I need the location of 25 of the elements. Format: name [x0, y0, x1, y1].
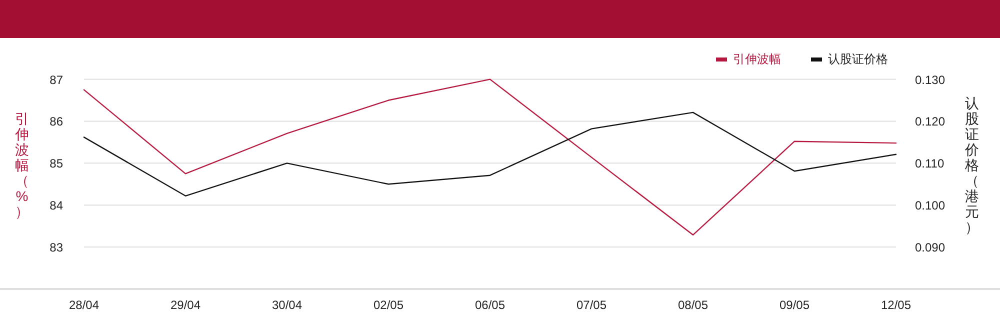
legend-label: 引伸波幅	[733, 52, 781, 66]
line-series	[83, 78, 897, 236]
y2-tick-label: 0.120	[915, 114, 946, 129]
text: 认股证价格（港元）	[965, 95, 979, 235]
x-tick-label: 29/04	[170, 298, 201, 312]
y2-tick-label: 0.110	[915, 156, 944, 171]
x-tick-label: 06/05	[474, 298, 506, 312]
x-tick-label: 30/04	[272, 298, 302, 312]
x-tick-label: 02/05	[373, 298, 404, 312]
y-tick-label: 87	[50, 72, 64, 87]
x-tick-label: 08/05	[678, 298, 708, 312]
y-tick-label: 85	[50, 156, 64, 171]
y-axis-title: 引伸波幅（%）	[14, 110, 29, 220]
y2-tick-label: 0.100	[915, 198, 946, 213]
y2-tick-label: 0.090	[915, 240, 946, 255]
y-tick-label: 83	[50, 240, 64, 255]
y-tick-label: 84	[50, 198, 64, 213]
y-tick-label: 86	[50, 114, 64, 129]
legend-label: 认股证价格	[828, 52, 888, 66]
line-series	[83, 112, 897, 196]
x-tick-label: 07/05	[576, 298, 607, 312]
y2-tick-label: 0.130	[915, 72, 946, 87]
x-tick-label: 12/05	[880, 298, 912, 312]
x-tick-label: 28/04	[68, 298, 100, 312]
x-tick-label: 09/05	[779, 298, 810, 312]
